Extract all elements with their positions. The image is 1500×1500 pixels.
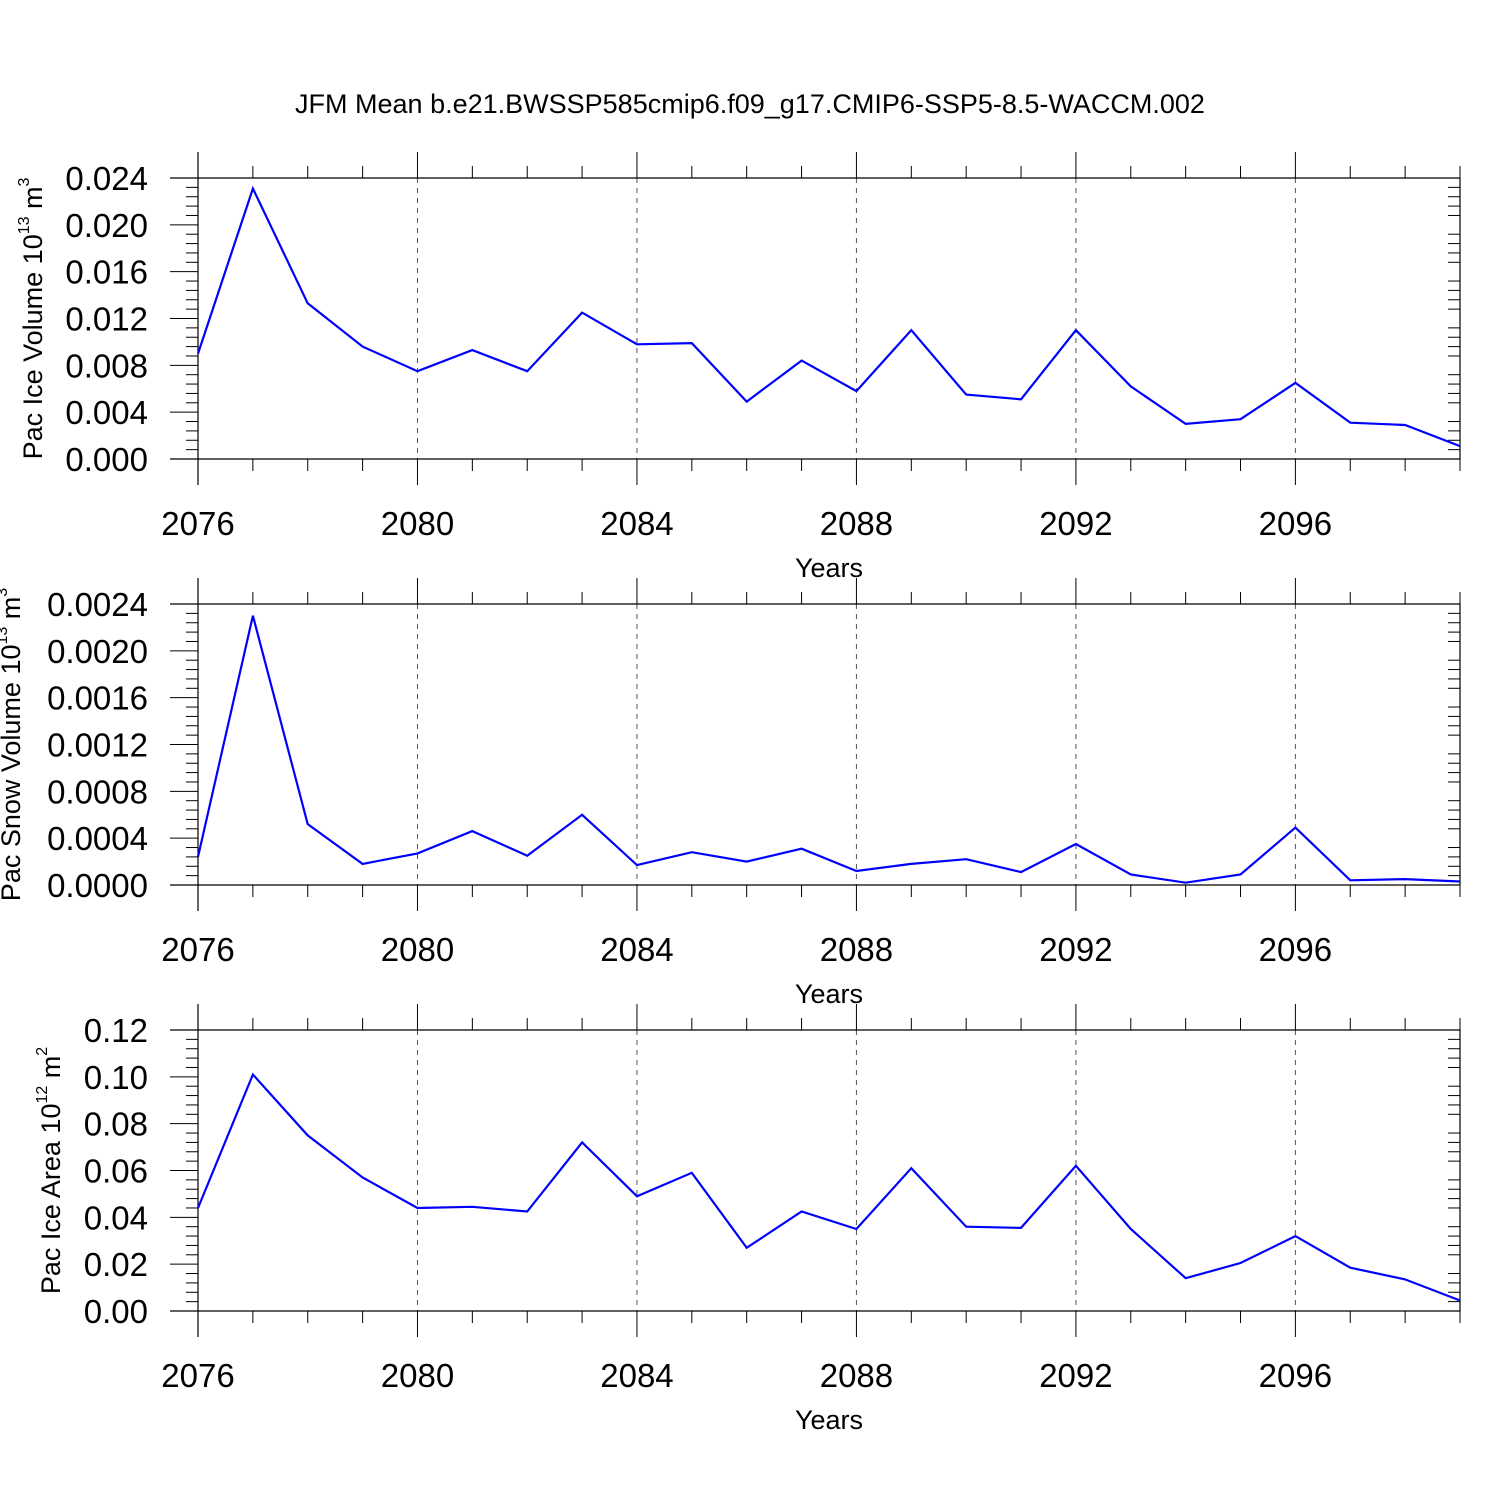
y-tick-label: 0.008 bbox=[65, 347, 148, 384]
y-axis-label-unit: m bbox=[0, 597, 26, 627]
x-tick-label: 2080 bbox=[381, 505, 454, 542]
series-line bbox=[196, 1072, 1461, 1302]
y-tick-label: 0.08 bbox=[84, 1106, 148, 1143]
y-tick-label: 0.0012 bbox=[47, 727, 148, 764]
x-tick-label: 2096 bbox=[1259, 1357, 1332, 1394]
y-tick-label: 0.06 bbox=[84, 1153, 148, 1190]
x-axis-label: Years bbox=[795, 553, 863, 583]
y-tick-label: 0.004 bbox=[65, 394, 148, 431]
panel-3: 0.00 0.02 0.04 0.06 0.08 0.10 0.12 2076 2080 2084… bbox=[34, 1004, 1461, 1435]
y-tick-label: 0.0000 bbox=[47, 867, 148, 904]
series-line bbox=[196, 185, 1461, 448]
y-tick-label: 0.10 bbox=[84, 1059, 148, 1096]
x-tick-label: 2092 bbox=[1039, 1357, 1112, 1394]
x-tick-label: 2096 bbox=[1259, 505, 1332, 542]
y-tick-label: 0.0008 bbox=[47, 773, 148, 810]
y-axis-label-unit: m bbox=[36, 1056, 66, 1086]
x-tick-label: 2088 bbox=[820, 1357, 893, 1394]
x-tick-label: 2080 bbox=[381, 1357, 454, 1394]
x-tick-label: 2084 bbox=[600, 1357, 673, 1394]
figure-title: JFM Mean b.e21.BWSSP585cmip6.f09_g17.CMI… bbox=[295, 89, 1205, 119]
x-tick-label: 2084 bbox=[600, 931, 673, 968]
y-axis-label-exponent: 13 bbox=[16, 216, 33, 234]
x-tick-label: 2092 bbox=[1039, 505, 1112, 542]
y-tick-label: 0.0004 bbox=[47, 820, 148, 857]
panel-2: 0.0000 0.0004 0.0008 0.0012 0.0016 0.0020 0.00… bbox=[0, 578, 1461, 1009]
y-tick-label: 0.00 bbox=[84, 1293, 148, 1330]
x-tick-label: 2088 bbox=[820, 931, 893, 968]
x-tick-label: 2092 bbox=[1039, 931, 1112, 968]
y-axis-label-text: Pac Ice Area 10 bbox=[36, 1104, 66, 1295]
y-axis-label-exponent: 12 bbox=[34, 1086, 51, 1104]
y-tick-label: 0.0016 bbox=[47, 680, 148, 717]
x-tick-label: 2076 bbox=[161, 505, 234, 542]
panel-1: 0.000 0.004 0.008 0.012 0.016 0.020 0.024 2076 2… bbox=[16, 152, 1461, 583]
x-tick-label: 2080 bbox=[381, 931, 454, 968]
y-axis-label-unit-exponent: 2 bbox=[34, 1047, 51, 1056]
x-axis-label: Years bbox=[795, 979, 863, 1009]
y-tick-label: 0.016 bbox=[65, 254, 148, 291]
y-axis-label-text: Pac Ice Volume 10 bbox=[18, 234, 48, 459]
x-tick-label: 2084 bbox=[600, 505, 673, 542]
y-tick-label: 0.12 bbox=[84, 1012, 148, 1049]
y-axis-label-unit-exponent: 3 bbox=[16, 177, 33, 186]
y-tick-label: 0.024 bbox=[65, 160, 148, 197]
y-tick-label: 0.012 bbox=[65, 301, 148, 338]
x-tick-label: 2088 bbox=[820, 505, 893, 542]
y-axis-label-text: Pac Snow Volume 10 bbox=[0, 645, 26, 902]
x-tick-label: 2096 bbox=[1259, 931, 1332, 968]
y-tick-label: 0.0024 bbox=[47, 586, 148, 623]
y-tick-label: 0.0020 bbox=[47, 633, 148, 670]
y-axis-label-unit: m bbox=[18, 186, 48, 216]
y-axis-label-exponent: 13 bbox=[0, 627, 11, 645]
panels: 0.000 0.004 0.008 0.012 0.016 0.020 0.024 2076 2… bbox=[0, 152, 1461, 1435]
y-axis-label: Pac Ice Volume 1013 m3 bbox=[16, 177, 48, 459]
y-tick-label: 0.000 bbox=[65, 441, 148, 478]
x-tick-label: 2076 bbox=[161, 1357, 234, 1394]
y-tick-label: 0.02 bbox=[84, 1246, 148, 1283]
x-tick-label: 2076 bbox=[161, 931, 234, 968]
y-axis-label: Pac Ice Area 1012 m2 bbox=[34, 1047, 66, 1294]
x-axis-label: Years bbox=[795, 1405, 863, 1435]
y-tick-label: 0.020 bbox=[65, 207, 148, 244]
y-axis-label: Pac Snow Volume 1013 m3 bbox=[0, 588, 26, 901]
series-line bbox=[196, 615, 1461, 884]
y-tick-label: 0.04 bbox=[84, 1199, 148, 1236]
y-axis-label-unit-exponent: 3 bbox=[0, 588, 11, 597]
